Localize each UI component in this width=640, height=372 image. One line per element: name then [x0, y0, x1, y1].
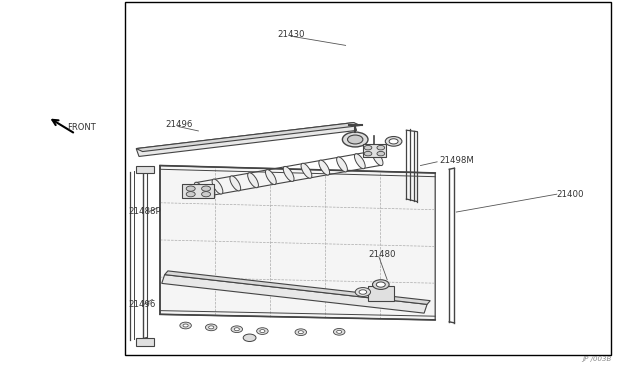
Circle shape	[389, 139, 398, 144]
Circle shape	[231, 326, 243, 333]
Text: 21480: 21480	[368, 250, 396, 259]
Text: FRONT: FRONT	[67, 123, 96, 132]
Circle shape	[243, 334, 256, 341]
Circle shape	[295, 329, 307, 336]
Text: 21488P: 21488P	[128, 207, 161, 216]
Ellipse shape	[266, 170, 276, 185]
FancyBboxPatch shape	[136, 338, 154, 346]
Circle shape	[260, 330, 265, 333]
Circle shape	[298, 331, 303, 334]
FancyBboxPatch shape	[136, 166, 154, 173]
Ellipse shape	[337, 157, 348, 172]
Polygon shape	[136, 122, 356, 157]
Text: 21430: 21430	[278, 31, 305, 39]
Polygon shape	[164, 271, 430, 304]
Circle shape	[205, 324, 217, 331]
Ellipse shape	[212, 179, 223, 194]
Polygon shape	[136, 122, 360, 151]
Circle shape	[377, 145, 385, 150]
Ellipse shape	[195, 182, 205, 197]
Ellipse shape	[230, 176, 241, 191]
Ellipse shape	[319, 160, 330, 175]
Circle shape	[355, 288, 371, 296]
Circle shape	[372, 280, 389, 289]
Ellipse shape	[284, 166, 294, 182]
FancyBboxPatch shape	[363, 144, 386, 157]
Text: JP /003B: JP /003B	[582, 356, 611, 362]
Text: 21496: 21496	[128, 300, 156, 309]
Circle shape	[257, 328, 268, 334]
Ellipse shape	[372, 151, 383, 166]
Circle shape	[342, 132, 368, 147]
Ellipse shape	[301, 163, 312, 178]
Polygon shape	[160, 166, 435, 320]
Circle shape	[202, 192, 211, 197]
Ellipse shape	[355, 154, 365, 169]
Circle shape	[337, 330, 342, 333]
Text: 21496: 21496	[165, 120, 193, 129]
Circle shape	[359, 290, 367, 294]
Circle shape	[186, 186, 195, 191]
Circle shape	[333, 328, 345, 335]
Ellipse shape	[248, 173, 259, 188]
Bar	[125, 2, 611, 355]
Circle shape	[209, 326, 214, 329]
Circle shape	[385, 137, 402, 146]
Text: 21400: 21400	[557, 190, 584, 199]
Circle shape	[180, 322, 191, 329]
Circle shape	[202, 186, 211, 191]
Circle shape	[364, 151, 372, 156]
FancyBboxPatch shape	[182, 184, 214, 198]
Polygon shape	[162, 275, 427, 313]
FancyBboxPatch shape	[368, 286, 394, 301]
Text: 21498M: 21498M	[439, 156, 474, 165]
Circle shape	[364, 145, 372, 150]
Circle shape	[186, 192, 195, 197]
Circle shape	[234, 328, 239, 331]
Circle shape	[348, 135, 363, 144]
Circle shape	[377, 151, 385, 156]
Circle shape	[183, 324, 188, 327]
Circle shape	[376, 282, 385, 287]
